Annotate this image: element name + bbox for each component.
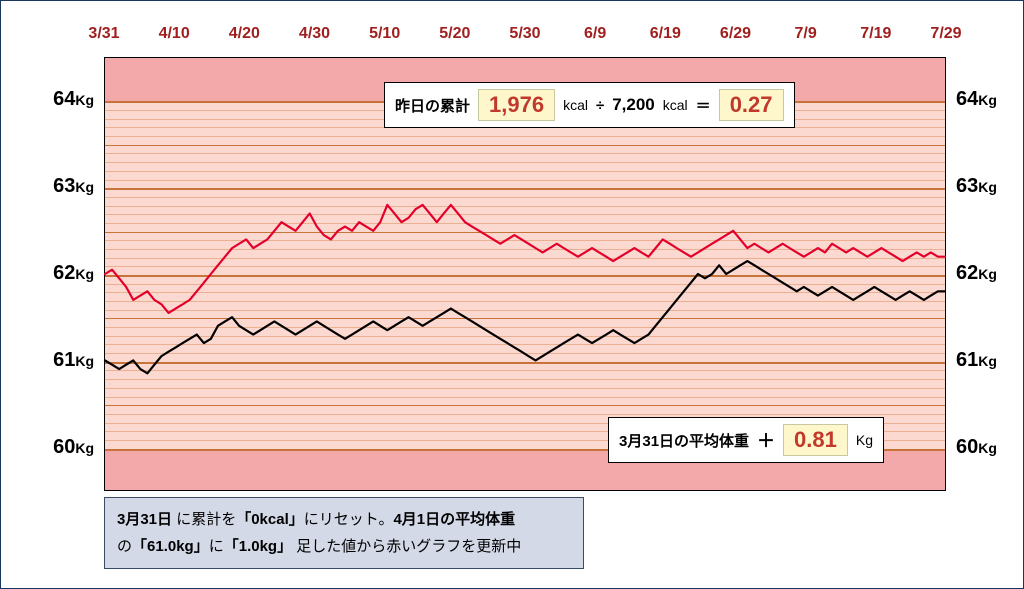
chart-container: 昨日の累計 1,976 kcal ÷ 7,200 kcal ＝ 0.27 3月3… [0,0,1024,589]
series-black [105,261,945,373]
x-axis-label: 3/31 [88,25,119,43]
y-axis-label-left: 61Kg [53,349,94,372]
info-bottom-plus: ＋ [757,427,775,453]
info-bottom-label: 3月31日の平均体重 [619,430,749,451]
y-axis-label-right: 61Kg [956,349,997,372]
caption-1a: 3月31日 [117,511,172,528]
info-bottom-unit: Kg [856,432,873,448]
caption-2c: に [209,538,224,555]
x-axis-label: 7/29 [930,25,961,43]
caption-line-1: 3月31日 に累計を「0kcal」にリセット。4月1日の平均体重 [117,506,571,533]
x-axis-label: 7/19 [860,25,891,43]
x-axis-label: 5/20 [439,25,470,43]
x-axis-label: 4/10 [159,25,190,43]
info-box-bottom: 3月31日の平均体重 ＋ 0.81 Kg [608,417,884,463]
info-bottom-value: 0.81 [783,424,848,456]
info-top-equals: ＝ [696,95,711,116]
caption-2b: 「61.0kg」 [132,538,209,555]
y-axis-label-left: 60Kg [53,436,94,459]
caption-1d: にリセット。 [304,511,394,528]
caption-box: 3月31日 に累計を「0kcal」にリセット。4月1日の平均体重 の「61.0k… [104,497,584,569]
x-axis-label: 4/20 [229,25,260,43]
info-top-kcal2: kcal [663,97,688,113]
y-axis-label-left: 63Kg [53,175,94,198]
y-axis-label-right: 62Kg [956,262,997,285]
info-top-value: 1,976 [478,89,555,121]
caption-1c: 「0kcal」 [236,511,304,528]
caption-2d: 「1.0kg」 [224,538,292,555]
y-axis-label-right: 63Kg [956,175,997,198]
x-axis-label: 5/10 [369,25,400,43]
caption-1e: 4月1日の平均体重 [393,511,515,528]
info-top-kcal1: kcal [563,97,588,113]
x-axis-label: 6/19 [650,25,681,43]
y-axis-label-left: 64Kg [53,88,94,111]
x-axis-label: 4/30 [299,25,330,43]
info-top-divide: ÷ [596,97,604,114]
info-box-top: 昨日の累計 1,976 kcal ÷ 7,200 kcal ＝ 0.27 [384,82,795,128]
x-axis-label: 5/30 [509,25,540,43]
caption-2e: 足した値から赤いグラフを更新中 [292,538,521,555]
y-axis-label-right: 60Kg [956,436,997,459]
x-axis-label: 6/9 [584,25,606,43]
y-axis-label-left: 62Kg [53,262,94,285]
info-top-divisor: 7,200 [612,95,655,115]
info-top-result: 0.27 [719,89,784,121]
series-red [105,205,945,313]
x-axis-label: 7/9 [795,25,817,43]
caption-2a: の [117,538,132,555]
caption-1b: に累計を [172,511,236,528]
caption-line-2: の「61.0kg」に「1.0kg」 足した値から赤いグラフを更新中 [117,533,571,560]
y-axis-label-right: 64Kg [956,88,997,111]
info-top-label: 昨日の累計 [395,95,470,116]
x-axis-label: 6/29 [720,25,751,43]
